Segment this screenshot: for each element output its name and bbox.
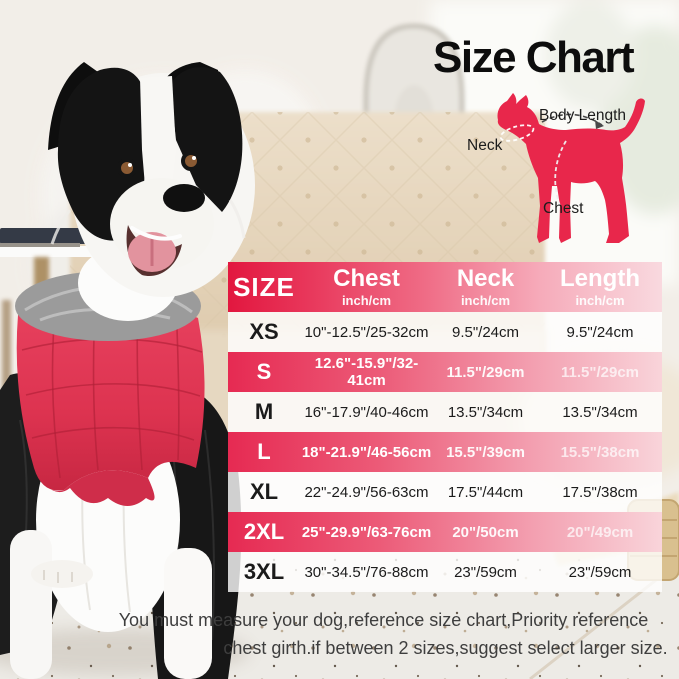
- table-header-row: SIZE Chest inch/cm Neck inch/cm Length i…: [228, 262, 662, 312]
- neck-cell: 17.5"/44cm: [447, 483, 524, 501]
- length-cell: 13.5"/34cm: [562, 403, 638, 421]
- chest-cell: 22"-24.9"/56-63cm: [304, 483, 429, 501]
- dog-nose: [163, 184, 205, 212]
- chest-cell: 10"-12.5"/25-32cm: [304, 323, 429, 341]
- chest-cell: 30"-34.5"/76-88cm: [304, 563, 429, 581]
- length-cell: 9.5"/24cm: [566, 323, 634, 341]
- neck-cell: 20"/50cm: [452, 523, 519, 541]
- size-cell: 2XL: [243, 519, 285, 544]
- length-cell: 20"/49cm: [566, 523, 634, 541]
- length-cell: 15.5"/38cm: [560, 443, 640, 461]
- chest-cell: 16"-17.9"/40-46cm: [304, 403, 429, 421]
- table-row-l: L 18"-21.9"/46-56cm 15.5"/39cm 15.5"/38c…: [228, 432, 662, 472]
- table-row-xl: XL 22"-24.9"/56-63cm 17.5"/44cm 17.5"/38…: [228, 472, 662, 512]
- table-row-s: S 12.6"-15.9"/32-41cm 11.5"/29cm 11.5"/2…: [228, 352, 662, 392]
- size-cell: XS: [249, 319, 279, 344]
- body-length-arrowhead: [595, 120, 604, 129]
- neck-cell: 23"/59cm: [454, 563, 517, 581]
- size-cell: L: [257, 439, 271, 464]
- size-cell: 3XL: [243, 559, 285, 584]
- vest-ruffle: [34, 468, 155, 506]
- header-length: Length inch/cm: [560, 265, 640, 308]
- length-cell: 11.5"/29cm: [560, 363, 639, 381]
- page-title: Size Chart: [433, 33, 635, 82]
- length-cell: 23"/59cm: [568, 563, 632, 581]
- dog-eye-left: [117, 158, 137, 178]
- neck-cell: 13.5"/34cm: [447, 403, 524, 421]
- dog-eye-right: [181, 151, 201, 171]
- dog-front-leg-right: [164, 548, 212, 679]
- header-size: SIZE: [233, 272, 295, 302]
- red-dog-silhouette: [497, 93, 645, 243]
- dog-paw: [31, 560, 93, 588]
- header-neck: Neck inch/cm: [456, 265, 515, 308]
- body-length-label: Body Length: [539, 107, 627, 124]
- neck-label: Neck: [467, 137, 503, 154]
- chest-cell: 25"-29.9"/63-76cm: [301, 523, 432, 541]
- measure-instructions: You must measure your dog,reference size…: [0, 606, 679, 662]
- dog-photo: [0, 62, 255, 679]
- table-row-xs: XS 10"-12.5"/25-32cm 9.5"/24cm 9.5"/24cm: [228, 312, 662, 352]
- size-chart-table: SIZE Chest inch/cm Neck inch/cm Length i…: [228, 262, 662, 592]
- dog-head: [48, 62, 255, 297]
- header-chest: Chest inch/cm: [333, 265, 400, 308]
- size-cell: XL: [249, 479, 279, 504]
- chest-cell: 18"-21.9"/46-56cm: [301, 443, 432, 461]
- table-row-2xl: 2XL 25"-29.9"/63-76cm 20"/50cm 20"/49cm: [228, 512, 662, 552]
- dog-vest: [16, 297, 205, 491]
- size-cell: S: [256, 359, 272, 384]
- length-cell: 17.5"/38cm: [562, 483, 638, 501]
- instructions-line-1: You must measure your dog,reference size…: [118, 610, 649, 630]
- size-cell: M: [254, 399, 274, 424]
- instructions-line-2: chest girth.if between 2 sizes,suggest s…: [223, 638, 668, 658]
- chest-label: Chest: [543, 200, 584, 217]
- neck-cell: 11.5"/29cm: [446, 363, 525, 381]
- table-row-3xl: 3XL 30"-34.5"/76-88cm 23"/59cm 23"/59cm: [228, 552, 662, 592]
- measuring-diagram: [497, 93, 645, 243]
- neck-cell: 9.5"/24cm: [451, 323, 520, 341]
- chest-cell: 12.6"-15.9"/32-41cm: [314, 355, 419, 389]
- table-row-m: M 16"-17.9"/40-46cm 13.5"/34cm 13.5"/34c…: [228, 392, 662, 432]
- neck-cell: 15.5"/39cm: [446, 443, 525, 461]
